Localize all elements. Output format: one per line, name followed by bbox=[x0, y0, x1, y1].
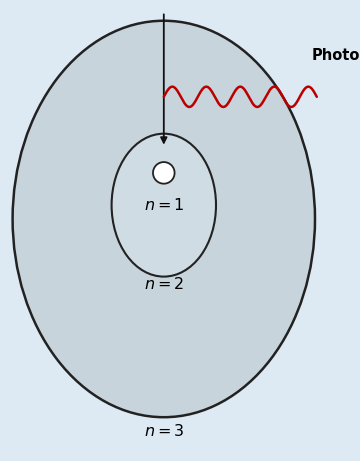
Text: $n = 2$: $n = 2$ bbox=[144, 276, 184, 291]
Ellipse shape bbox=[112, 134, 216, 277]
Ellipse shape bbox=[13, 21, 315, 417]
Text: Photon: Photon bbox=[311, 48, 360, 63]
Text: $n = 3$: $n = 3$ bbox=[144, 423, 184, 439]
Ellipse shape bbox=[153, 162, 175, 183]
Text: $n = 1$: $n = 1$ bbox=[144, 197, 184, 213]
